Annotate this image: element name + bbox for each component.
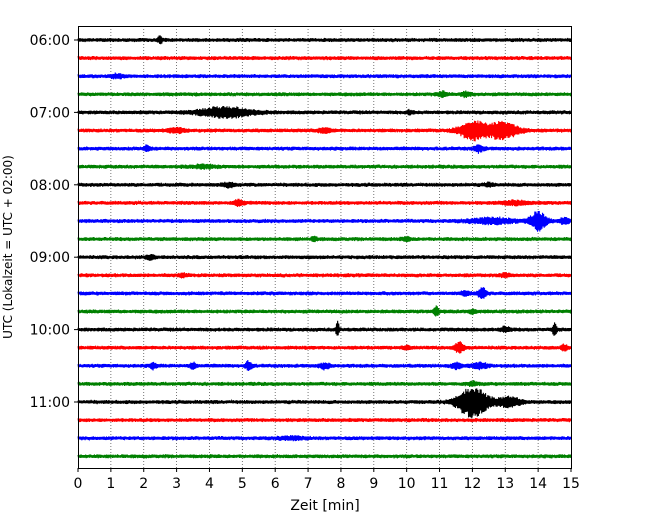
trace-row-0730 [77, 144, 572, 154]
x-tick-label: 6 [271, 476, 280, 492]
y-axis-ticks: 06:00 07:00 08:00 09:00 10:00 11:00 [30, 33, 78, 411]
x-tick-label: 14 [529, 476, 547, 492]
y-tick-label: 10:00 [30, 323, 70, 339]
x-tick-label: 7 [304, 476, 313, 492]
trace-row-0800 [77, 181, 572, 189]
x-axis-label: Zeit [min] [290, 498, 359, 514]
x-tick-label: 0 [74, 476, 83, 492]
trace-row-1045 [77, 380, 572, 387]
trace-row-0815 [77, 198, 572, 207]
y-tick-label: 06:00 [30, 33, 70, 49]
y-axis-label: UTC (Lokalzeit = UTC + 02:00) [1, 155, 15, 339]
trace-row-1115 [77, 417, 572, 423]
trace-row-0700 [77, 105, 572, 119]
y-tick-label: 08:00 [30, 178, 70, 194]
trace-row-0645 [77, 90, 572, 99]
y-tick-label: 09:00 [30, 250, 70, 266]
x-tick-label: 10 [398, 476, 416, 492]
trace-row-0715 [77, 120, 572, 142]
x-tick-label: 3 [172, 476, 181, 492]
x-tick-label: 9 [369, 476, 378, 492]
plot-frame [78, 26, 572, 469]
trace-row-0600 [77, 35, 572, 45]
trace-row-0915 [77, 272, 572, 279]
trace-row-1030 [77, 360, 572, 371]
trace-row-0945 [77, 305, 572, 317]
y-tick-label: 07:00 [30, 105, 70, 121]
y-tick-label: 11:00 [30, 395, 70, 411]
x-tick-label: 12 [463, 476, 481, 492]
trace-row-1145 [77, 454, 572, 459]
trace-row-1130 [77, 435, 572, 442]
x-tick-label: 15 [562, 476, 580, 492]
trace-row-0900 [77, 254, 572, 261]
x-tick-label: 2 [139, 476, 148, 492]
trace-row-0630 [77, 72, 572, 80]
x-tick-label: 1 [106, 476, 115, 492]
x-tick-label: 5 [238, 476, 247, 492]
trace-row-0615 [77, 55, 572, 61]
trace-row-0930 [77, 287, 572, 299]
x-tick-label: 4 [205, 476, 214, 492]
trace-row-0845 [77, 235, 572, 243]
trace-rows [77, 35, 572, 459]
trace-row-1000 [77, 320, 572, 336]
trace-row-0745 [77, 163, 572, 170]
trace-row-1015 [77, 341, 572, 354]
trace-row-0830 [77, 210, 572, 232]
trace-row-1100 [77, 388, 572, 419]
x-tick-label: 8 [336, 476, 345, 492]
x-tick-label: 11 [431, 476, 449, 492]
x-axis-ticks: 0 1 2 3 4 5 6 7 8 9 10 11 12 13 14 15 [74, 468, 580, 492]
x-tick-label: 13 [496, 476, 514, 492]
